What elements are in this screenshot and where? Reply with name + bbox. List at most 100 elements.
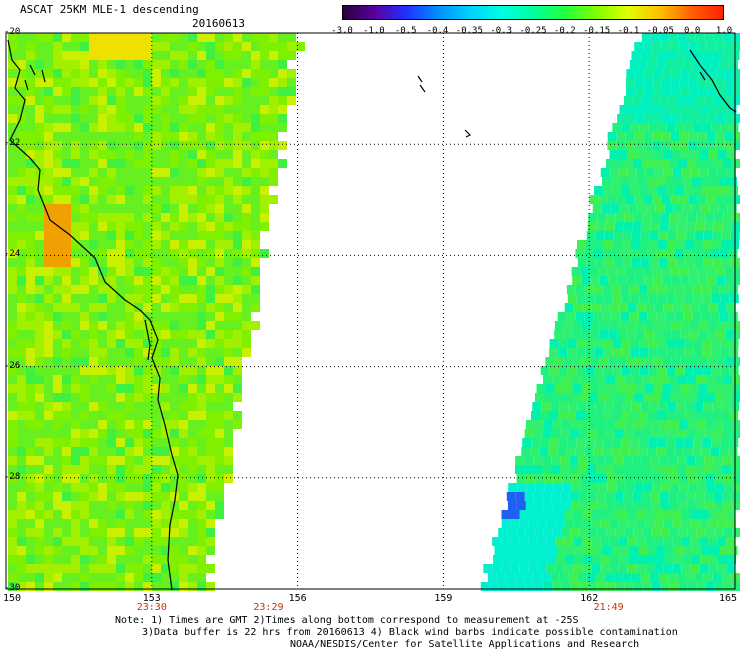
swath-pixel [550,573,560,582]
swath-pixel [648,339,658,348]
swath-pixel [26,429,35,438]
swath-pixel [125,501,134,510]
swath-pixel [17,375,26,384]
swath-pixel [723,528,733,537]
swath-pixel [665,249,675,258]
swath-pixel [600,510,610,519]
swath-pixel [170,87,179,96]
swath-pixel [152,267,161,276]
swath-pixel [125,483,134,492]
swath-pixel [710,249,720,258]
swath-pixel [80,105,89,114]
swath-pixel [709,177,719,186]
swath-pixel [647,312,657,321]
swath-pixel [269,114,278,123]
swath-pixel [89,492,98,501]
swath-pixel [179,213,188,222]
swath-pixel [639,411,649,420]
swath-pixel [134,267,143,276]
swath-pixel [706,195,716,204]
swath-pixel [8,69,17,78]
swath-pixel [161,258,170,267]
swath-pixel [26,438,35,447]
swath-pixel [543,420,553,429]
swath-pixel [734,276,740,285]
swath-pixel [233,294,242,303]
swath-pixel [716,330,726,339]
swath-pixel [224,96,233,105]
swath-pixel [224,69,233,78]
swath-pixel [725,276,735,285]
swath-pixel [260,132,269,141]
swath-pixel [624,213,634,222]
swath-pixel [107,546,116,555]
swath-pixel [161,87,170,96]
swath-pixel [116,267,125,276]
swath-pixel [597,474,607,483]
swath-pixel [561,474,571,483]
swath-pixel [676,465,686,474]
swath-pixel [98,420,107,429]
swath-pixel [107,447,116,456]
swath-pixel [98,159,107,168]
swath-pixel [694,51,704,60]
swath-pixel [125,330,134,339]
swath-pixel [98,267,107,276]
swath-pixel [143,168,152,177]
swath-pixel [134,321,143,330]
swath-pixel [179,501,188,510]
swath-pixel [71,240,80,249]
swath-pixel [152,510,161,519]
swath-pixel [672,564,682,573]
swath-pixel [125,312,134,321]
swath-pixel [711,186,721,195]
swath-pixel [586,231,596,240]
swath-pixel [188,384,197,393]
swath-pixel [633,582,643,591]
swath-pixel [620,285,630,294]
swath-pixel [719,546,729,555]
swath-pixel [161,267,170,276]
swath-pixel [116,537,125,546]
swath-pixel [693,240,703,249]
swath-pixel [631,231,641,240]
swath-pixel [603,411,613,420]
swath-pixel [673,105,683,114]
swath-pixel [558,411,568,420]
swath-pixel [665,312,675,321]
swath-pixel [627,150,637,159]
swath-pixel [649,231,659,240]
swath-pixel [143,105,152,114]
swath-pixel [206,195,215,204]
swath-pixel [206,564,215,573]
swath-pixel [540,411,550,420]
swath-pixel [601,555,611,564]
swath-pixel [546,537,556,546]
swath-pixel [89,447,98,456]
swath-pixel [695,96,705,105]
swath-pixel [44,240,53,249]
swath-pixel [617,276,627,285]
swath-pixel [524,492,534,501]
swath-pixel [668,159,678,168]
swath-pixel [701,60,711,69]
swath-pixel [44,195,53,204]
swath-pixel [53,330,62,339]
swath-pixel [170,150,179,159]
swath-pixel [134,420,143,429]
swath-pixel [98,474,107,483]
swath-pixel [125,195,134,204]
swath-pixel [98,393,107,402]
swath-pixel [653,330,663,339]
swath-pixel [690,510,700,519]
swath-pixel [161,357,170,366]
swath-pixel [116,51,125,60]
swath-pixel [224,393,233,402]
swath-pixel [561,582,571,591]
swath-pixel [188,33,197,42]
swath-pixel [116,402,125,411]
swath-pixel [552,474,562,483]
swath-pixel [188,564,197,573]
swath-pixel [62,159,71,168]
swath-pixel [71,582,80,591]
